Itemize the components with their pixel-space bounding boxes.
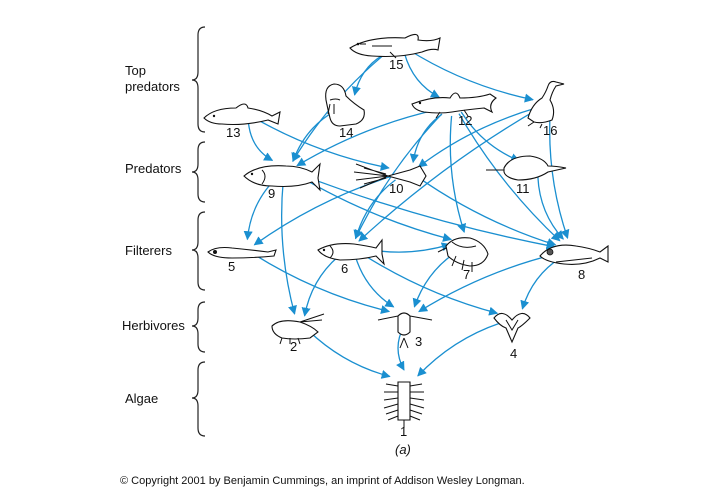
link-15-to-12 [403,53,441,98]
level-top-predators-line1: Top [125,63,146,78]
label-12: 12 [458,113,472,128]
label-9: 9 [268,186,275,201]
label-6: 6 [341,261,348,276]
link-15-to-16 [407,48,534,103]
label-8: 8 [578,267,585,282]
label-5: 5 [228,259,235,274]
link-6-to-3 [354,255,395,308]
feeding-links [243,48,570,379]
level-herbivores: Herbivores [122,318,185,333]
link-16-to-10 [417,107,536,168]
larval-fish-icon [207,246,277,259]
level-filterers: Filterers [125,243,172,258]
shark-icon [411,92,497,119]
figure-caption: (a) [395,442,411,457]
link-10-to-6 [353,179,396,240]
link-4-to-1 [417,322,501,377]
link-16-to-8 [549,113,570,239]
brace-herbivores [191,301,206,353]
link-6-to-4 [358,251,499,316]
link-9-to-7 [294,173,453,242]
label-10: 10 [389,181,403,196]
link-5-to-3 [252,253,391,314]
link-12-to-10 [409,113,443,164]
link-12-to-7 [449,115,467,233]
link-8-to-3 [418,253,558,313]
label-3: 3 [415,334,422,349]
link-13-to-9 [247,121,274,161]
label-1: 1 [400,424,407,439]
link-12-to-8 [458,113,561,242]
shrimp-icon [271,313,325,345]
copepod-icon [377,312,433,349]
label-2: 2 [290,339,297,354]
link-15-to-14 [351,52,387,96]
herring-icon [317,238,385,266]
brace-predators [191,141,206,203]
salmon-icon [243,162,321,192]
link-2-to-1 [307,330,391,379]
level-algae: Algae [125,391,158,406]
walrus-icon [325,83,365,127]
squid-icon [353,163,427,189]
link-16-to-6 [358,109,537,242]
link-6-to-2 [301,255,339,317]
label-7: 7 [463,267,470,282]
level-predators: Predators [125,161,182,176]
dolphin-icon [203,103,281,126]
link-11-to-8 [537,177,564,240]
label-15: 15 [389,57,403,72]
brace-top-predators [191,26,206,133]
killer-whale-icon [349,33,441,59]
organism-numbers: 1 2 3 4 5 6 7 8 9 10 11 12 13 14 15 16 [226,57,585,439]
sailfish-icon [486,155,567,181]
link-13-to-10 [252,116,390,171]
link-10-to-8 [416,175,557,247]
label-4: 4 [510,346,517,361]
link-9-to-2 [280,179,297,315]
level-labels: Top predators Predators Filterers Herbiv… [122,63,185,406]
algae-icon [383,381,425,428]
link-12-to-6 [354,113,443,240]
link-14-to-9 [291,110,335,163]
label-16: 16 [543,123,557,138]
link-8-to-4 [520,257,562,310]
label-14: 14 [339,125,353,140]
pteropod-icon [493,312,531,344]
brace-filterers [191,211,206,291]
lanternfish-icon [539,244,609,265]
cormorant-icon [527,80,565,129]
label-11: 11 [516,181,530,196]
link-9-to-8 [295,172,556,250]
copyright-notice: © Copyright 2001 by Benjamin Cummings, a… [120,475,525,487]
level-top-predators-line2: predators [125,79,180,94]
label-13: 13 [226,125,240,140]
brace-algae [191,361,206,437]
amphipod-icon [437,237,489,272]
organisms [203,33,609,428]
level-braces [191,26,206,437]
link-12-to-9 [296,108,438,167]
